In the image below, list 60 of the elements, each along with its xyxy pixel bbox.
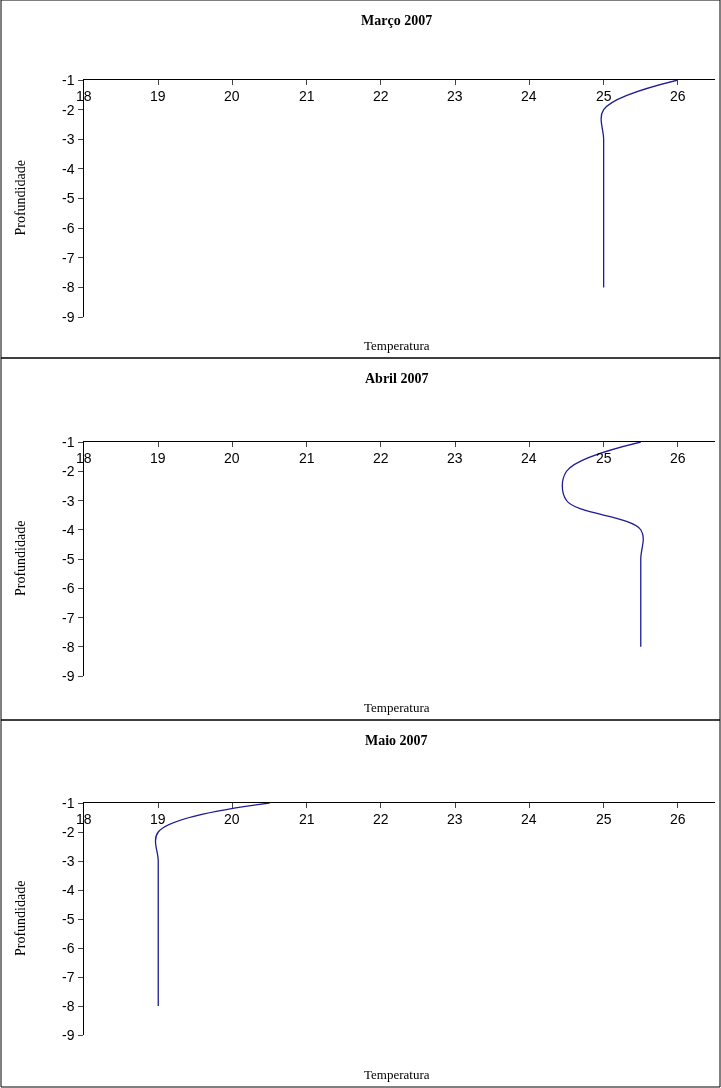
x-tick-label: 23: [447, 450, 463, 466]
x-tick-label: 21: [299, 88, 315, 104]
x-tick-label: 23: [447, 811, 463, 827]
y-tick-label: -8: [62, 998, 75, 1014]
x-tick-label: 22: [373, 450, 389, 466]
x-tick-label: 20: [224, 88, 240, 104]
x-tick-label: 22: [373, 88, 389, 104]
x-axis-title: Temperatura: [364, 338, 430, 353]
y-tick-label: -1: [62, 72, 75, 88]
y-tick-label: -9: [62, 668, 75, 684]
y-tick-label: -8: [62, 639, 75, 655]
x-tick-label: 23: [447, 88, 463, 104]
x-tick-label: 26: [670, 811, 686, 827]
x-tick-label: 20: [224, 811, 240, 827]
y-tick-label: -6: [62, 580, 75, 596]
x-tick-label: 19: [150, 811, 166, 827]
y-tick-label: -2: [62, 102, 75, 118]
x-tick-label: 21: [299, 450, 315, 466]
y-tick-label: -4: [62, 882, 75, 898]
y-tick-label: -6: [62, 220, 75, 236]
y-tick-label: -2: [62, 824, 75, 840]
chart-title: Abril 2007: [365, 371, 429, 386]
x-tick-label: 26: [670, 88, 686, 104]
x-tick-label: 25: [596, 88, 612, 104]
x-tick-label: 19: [150, 88, 166, 104]
y-tick-label: -3: [62, 131, 75, 147]
x-axis-title: Temperatura: [364, 1067, 430, 1082]
y-tick-label: -2: [62, 463, 75, 479]
y-tick-label: -5: [62, 190, 75, 206]
y-tick-label: -7: [62, 250, 75, 266]
y-tick-label: -9: [62, 1027, 75, 1043]
y-tick-label: -3: [62, 853, 75, 869]
y-tick-label: -4: [62, 161, 75, 177]
y-tick-label: -1: [62, 434, 75, 450]
chart-title: Março 2007: [361, 13, 433, 28]
y-tick-label: -5: [62, 551, 75, 567]
y-tick-label: -1: [62, 795, 75, 811]
x-tick-label: 26: [670, 450, 686, 466]
y-tick-label: -5: [62, 911, 75, 927]
x-tick-label: 24: [521, 811, 537, 827]
y-tick-label: -8: [62, 279, 75, 295]
y-axis-title: Profundidade: [12, 160, 28, 236]
x-tick-label: 19: [150, 450, 166, 466]
y-axis-title: Profundidade: [13, 880, 28, 956]
y-tick-label: -4: [62, 522, 75, 538]
x-tick-label: 25: [596, 811, 612, 827]
x-tick-label: 24: [521, 88, 537, 104]
y-axis-title: Profundidade: [13, 520, 28, 596]
x-axis-title: Temperatura: [364, 700, 430, 715]
y-tick-label: -9: [62, 309, 75, 325]
chart-title: Maio 2007: [365, 733, 428, 748]
x-tick-label: 22: [373, 811, 389, 827]
y-tick-label: -3: [62, 493, 75, 509]
y-tick-label: -7: [62, 610, 75, 626]
x-tick-label: 20: [224, 450, 240, 466]
x-tick-label: 21: [299, 811, 315, 827]
y-tick-label: -7: [62, 969, 75, 985]
x-tick-label: 25: [596, 450, 612, 466]
x-tick-label: 24: [521, 450, 537, 466]
y-tick-label: -6: [62, 940, 75, 956]
